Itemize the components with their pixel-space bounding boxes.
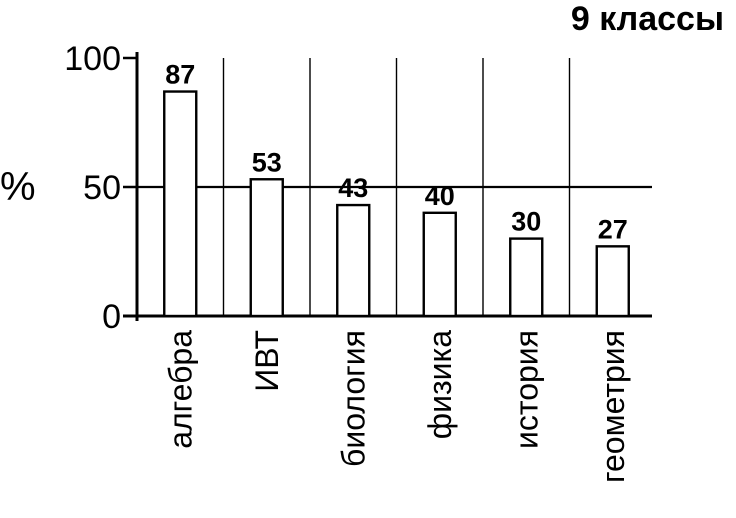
- bar-4: [422, 211, 457, 318]
- bar-3: [336, 203, 371, 318]
- data-label: 27: [598, 214, 628, 244]
- bar-1: [163, 90, 198, 318]
- y-tick-label: 0: [102, 298, 121, 336]
- category-label: физика: [422, 330, 458, 439]
- category-label: ИВТ: [249, 330, 285, 392]
- y-axis-label: %: [0, 165, 36, 209]
- data-label: 53: [252, 147, 282, 177]
- category-label: биология: [335, 330, 371, 467]
- y-tick-label: 100: [64, 40, 121, 78]
- category-label: геометрия: [595, 330, 631, 483]
- bar-6: [595, 245, 630, 318]
- plot-area: 0 50 100 87 алгебра 53 ИВТ 43 биология 40 физика 30…: [64, 40, 652, 483]
- bar-2: [249, 178, 284, 318]
- data-label: 40: [425, 181, 455, 211]
- chart-title: 9 классы: [571, 0, 724, 38]
- data-label: 87: [165, 60, 195, 90]
- category-label: история: [508, 330, 544, 449]
- category-label: алгебра: [162, 330, 198, 449]
- y-tick-label: 50: [83, 169, 121, 207]
- data-label: 30: [511, 207, 541, 237]
- bar-5: [509, 237, 544, 318]
- data-label: 43: [338, 173, 368, 203]
